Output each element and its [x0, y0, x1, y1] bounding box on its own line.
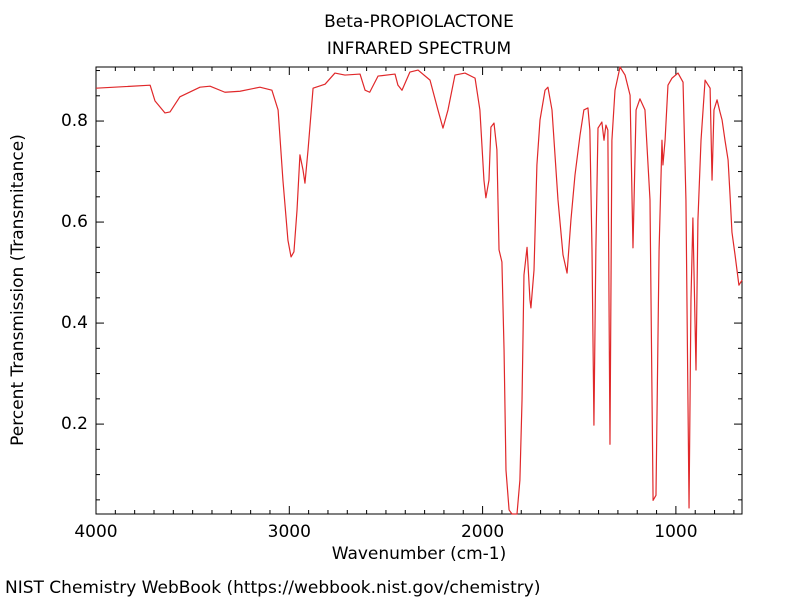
chart-title: Beta-PROPIOLACTONE — [324, 12, 514, 32]
spectrum-line — [95, 66, 743, 515]
footer: NIST Chemistry WebBook (https://webbook.… — [5, 578, 540, 598]
y-tick-label: 0.2 — [61, 414, 88, 434]
plot-frame — [95, 66, 743, 515]
y-tick-label: 0.4 — [61, 313, 88, 333]
x-tick-label: 4000 — [74, 522, 117, 542]
y-tick-label: 0.6 — [61, 212, 88, 232]
y-axis-label: Percent Transmission (Transmitance) — [8, 134, 28, 446]
y-tick-label: 0.8 — [61, 111, 88, 131]
x-axis-label: Wavenumber (cm-1) — [332, 544, 507, 564]
x-tick-label: 3000 — [268, 522, 311, 542]
x-tick-label: 2000 — [461, 522, 504, 542]
x-tick-label: 1000 — [654, 522, 697, 542]
chart-subtitle: INFRARED SPECTRUM — [327, 39, 511, 59]
